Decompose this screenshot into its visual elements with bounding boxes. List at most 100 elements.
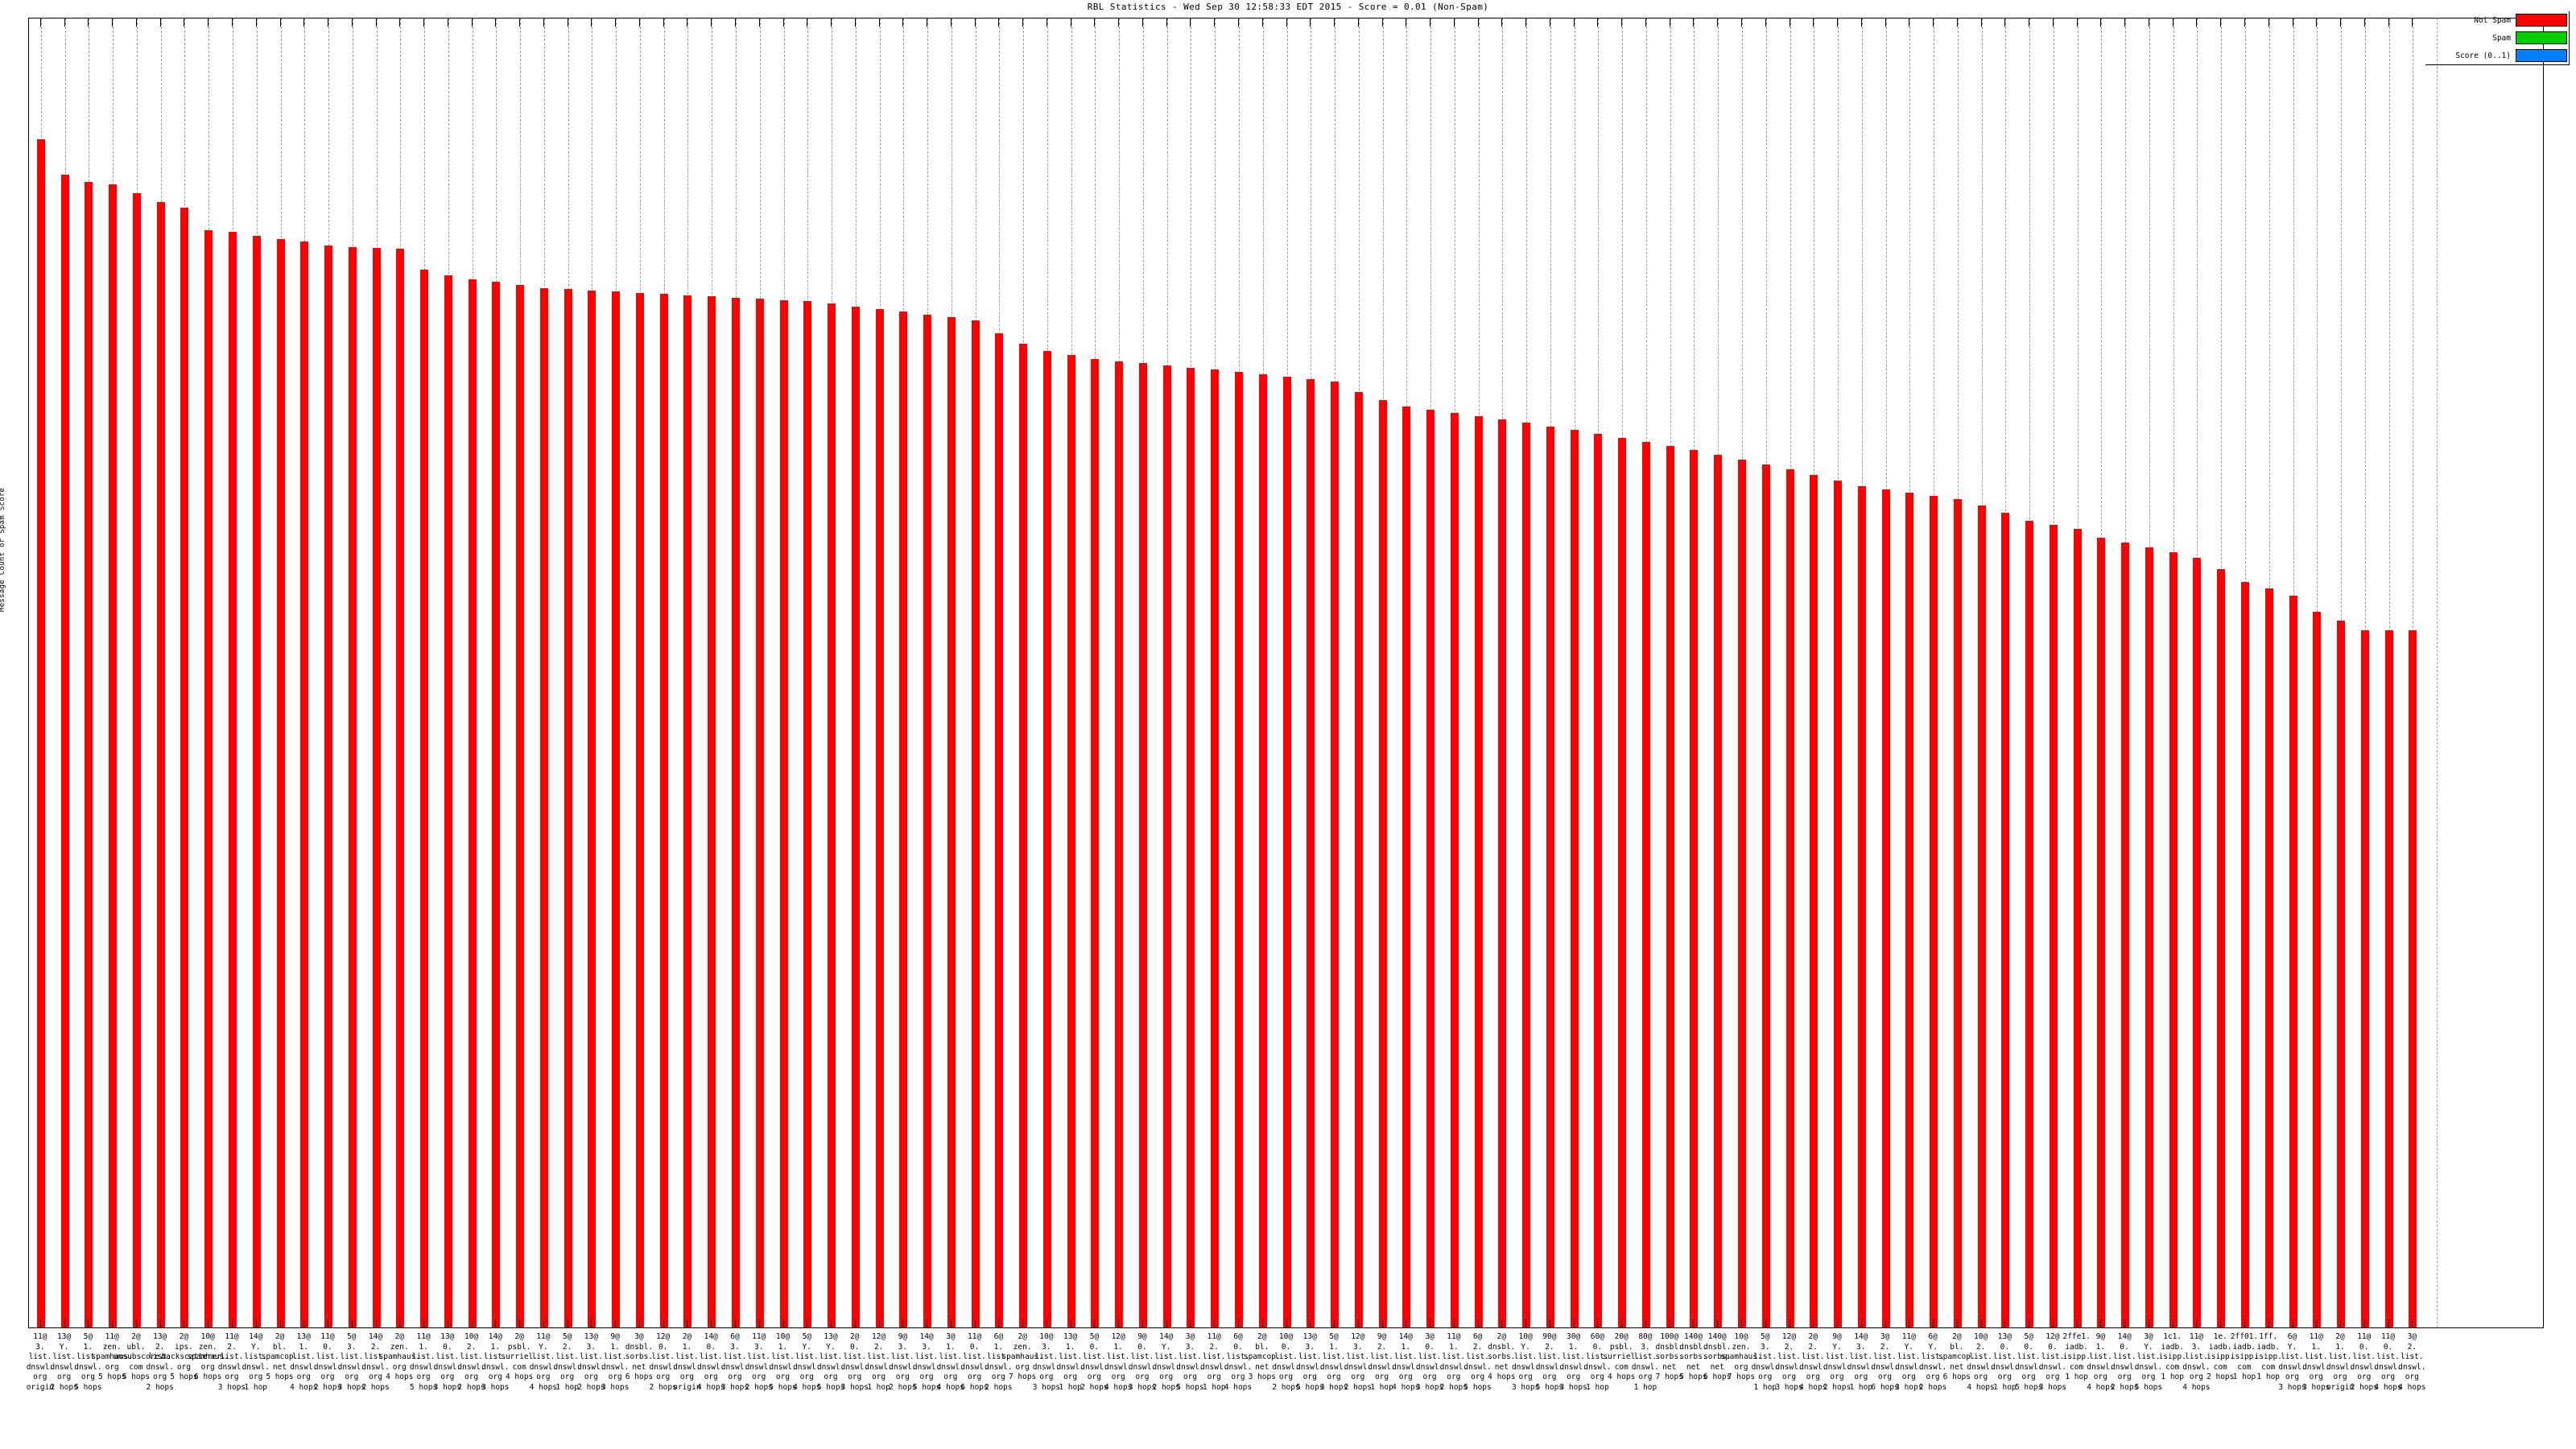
x-axis-label-line: 0. [1281,1342,1291,1352]
x-axis-label-line: 4 hops [793,1382,821,1392]
x-axis-label-line: 1 hop [867,1382,890,1392]
x-tick [1453,1319,1455,1328]
x-axis-label-line: 5 hops [1296,1382,1324,1392]
x-axis-label-line: 4 hops [2182,1382,2211,1392]
x-tick [663,1319,664,1328]
x-tick [591,1319,592,1328]
x-axis-label: 14@ 1. list. dnswl. org 3 hops [473,1332,518,1393]
x-tick [112,18,114,27]
bar [60,175,69,1327]
x-tick [734,1319,736,1328]
bar [1187,367,1195,1327]
x-axis-label-line: org [2333,1373,2347,1382]
x-axis-label-line: dnswl. [337,1362,365,1372]
bar [1354,391,1363,1327]
x-axis-label-line: 1. [1065,1342,1075,1352]
x-axis-label-line: org [1806,1373,1820,1382]
x-tick [1334,18,1335,27]
legend-item-not-spam: Not Spam [2425,11,2569,29]
x-tick [1237,1319,1239,1328]
x-axis-label-line: Y. [1832,1342,1842,1352]
x-tick [1693,18,1695,27]
x-axis-label-line: 3 hops [1559,1382,1587,1392]
x-axis-label-line: org [656,1373,671,1382]
x-axis-label-line: 2 hops [50,1382,78,1392]
x-axis-label-line: org [2046,1373,2060,1382]
x-axis-label: 10@ 2. list. dnswl. org 2 hops [449,1332,494,1393]
x-tick [2220,1319,2222,1328]
x-tick [2052,18,2054,27]
x-axis-label-line: sorbs. [1679,1352,1707,1362]
x-axis-label-line: 0. [1089,1342,1100,1352]
x-axis-label-line: list. [1370,1352,1393,1362]
x-axis-label-line: dnswl. [529,1362,558,1372]
x-axis-label-line: org [1422,1373,1437,1382]
x-axis-label-line: dnswl. [2087,1362,2115,1372]
x-axis-label-line: list. [220,1352,244,1362]
bar [2025,520,2034,1327]
x-axis-label-line: list. [2400,1352,2424,1362]
x-axis-label-line: origin [26,1382,55,1392]
x-axis-label-line: org [2021,1373,2036,1382]
bar [635,292,644,1327]
bar [2121,542,2130,1327]
x-tick [2363,18,2365,27]
x-tick [2076,18,2078,27]
x-axis-label-line: org [1638,1373,1653,1382]
x-axis-label-line: 3. [347,1342,357,1352]
x-tick [711,1319,712,1328]
x-axis-label-line: 10@ [464,1332,479,1341]
x-tick [231,18,233,27]
x-axis-label-line: dnswl. [2278,1362,2306,1372]
x-tick [1885,18,1886,27]
x-axis-label-line: list. [1346,1352,1370,1362]
x-tick [591,18,592,27]
x-axis-label: 2ffe1. iadb. isipp. com 1 hop [2054,1332,2099,1383]
x-axis-label-line: isipp. [2254,1352,2282,1362]
x-axis-label-line: 1 hop [1059,1382,1082,1392]
bar-series-not-spam [29,19,2543,1327]
x-axis-label-line: dnswl. [960,1362,989,1372]
bar [1618,437,1627,1327]
x-tick [711,18,712,27]
x-axis-label-line: spamcop. [1243,1352,1281,1362]
x-axis-label-line: 2 hops [745,1382,773,1392]
x-axis-label: 9@ 2. list. dnswl. org 1 hop [1360,1332,1405,1393]
x-axis-label-line: 4 hops [386,1373,414,1382]
x-axis-label-line: dnswl. [1583,1362,1612,1372]
x-axis-label: 140@ dnsbl. sorbs. net 6 hops [1695,1332,1740,1383]
x-tick [1860,18,1862,27]
x-tick [2340,1319,2342,1328]
bar [1953,498,1962,1327]
x-axis-label-line: list. [460,1352,483,1362]
x-axis-label-line: 7 hops [1727,1373,1756,1382]
x-axis-label: 90@ 2. list. dnswl. org 5 hops [1527,1332,1572,1393]
x-axis-label-line: 5@ [1329,1332,1339,1341]
x-axis-label-line: 14@ [249,1332,263,1341]
x-tick [1094,18,1096,27]
x-axis-label-line: Y. [2287,1342,2297,1352]
bar [85,181,93,1327]
x-axis-label-line: 3. [2191,1342,2202,1352]
x-tick [1214,1319,1216,1328]
x-axis-label: 11@ zen. spamhaus. org 5 hops [89,1332,134,1383]
x-axis-label-line: list. [723,1352,747,1362]
x-tick [1573,1319,1575,1328]
x-axis-label-line: 6@ [730,1332,740,1341]
x-axis-label-line: 60@ [1590,1332,1604,1341]
x-axis-label-line: 0. [2120,1342,2129,1352]
x-tick [2388,18,2389,27]
bar [731,297,740,1327]
x-axis-label: 14@ Y. list. dnswl. org 1 hop [233,1332,279,1393]
x-tick [2076,1319,2078,1328]
x-axis-label-line: 13@ [584,1332,598,1341]
x-axis-label-line: org [848,1373,862,1382]
x-tick [543,18,544,27]
x-axis-label-line: dnsbl. [1488,1342,1516,1352]
x-axis-label-line: org [919,1373,934,1382]
bar [564,289,572,1327]
x-axis-label-line: sorbs. [1488,1352,1516,1362]
x-axis-label-line: net [1494,1362,1509,1372]
x-tick [1980,1319,1982,1328]
x-axis-label-line: dnswl. [1967,1362,1995,1372]
